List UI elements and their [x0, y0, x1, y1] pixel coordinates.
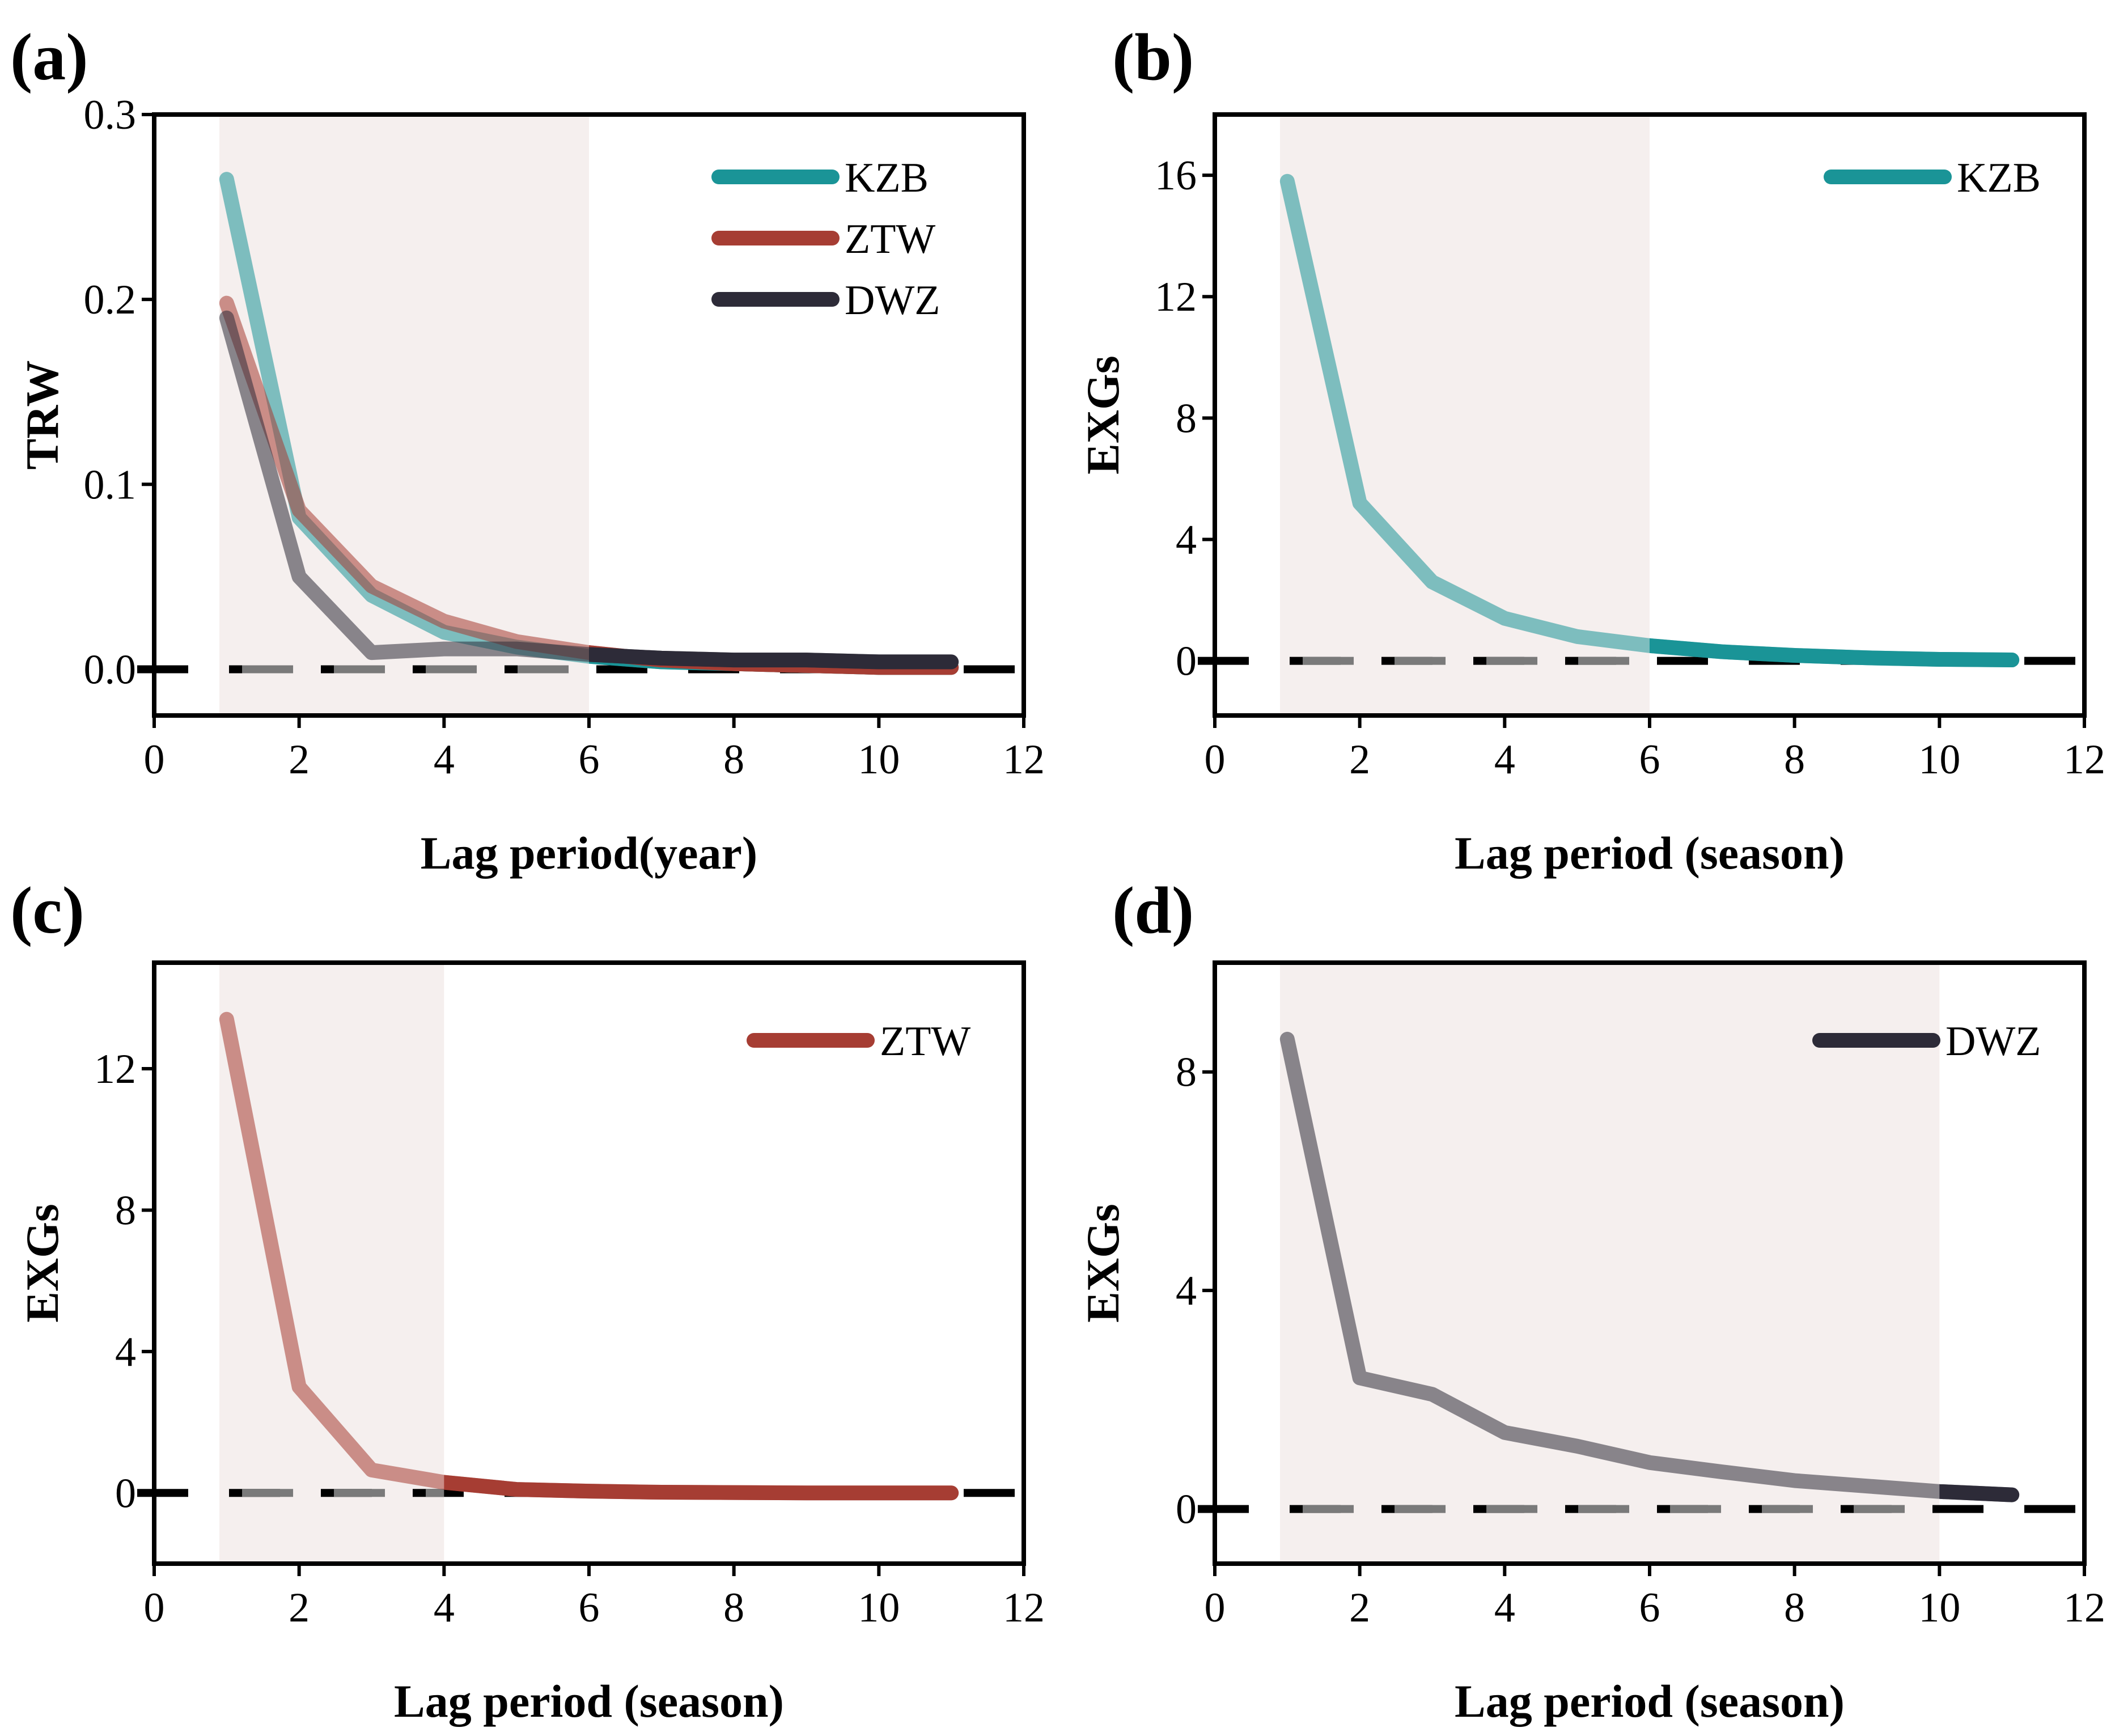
panel-c-ylabel: EXGs [16, 1204, 68, 1323]
x-tick-label: 10 [858, 736, 900, 783]
panel-d-legend: DWZ [1812, 1018, 2041, 1065]
x-tick-label: 4 [434, 736, 455, 783]
y-tick-label: 12 [1155, 274, 1197, 320]
panel-d-xlabel: Lag period (season) [1455, 1675, 1845, 1727]
series-ztw-line-solid [444, 1475, 959, 1501]
x-tick-label: 6 [579, 736, 600, 783]
x-tick-label: 4 [1494, 1585, 1515, 1631]
panel-c-series [219, 1011, 959, 1501]
panel-d-ticks: 0 2 4 6 8 10 12 0 4 8 [1176, 1049, 2105, 1631]
panel-d-ylabel: EXGs [1077, 1204, 1129, 1323]
x-tick-label: 2 [289, 1585, 310, 1631]
x-tick-label: 12 [1003, 736, 1045, 783]
panel-b-frame [1213, 112, 2087, 718]
panel-a-xlabel: Lag period(year) [421, 827, 757, 879]
panel-b-ylabel: EXGs [1077, 355, 1129, 475]
panel-b: (b) 0 2 4 6 8 10 12 0 4 8 12 16 KZB EXGs Lag period… [1077, 20, 2105, 879]
x-tick-label: 4 [434, 1585, 455, 1631]
y-tick-label: 0.0 [84, 646, 137, 693]
panel-d-shade [1280, 965, 1940, 1561]
series-kzb-line-solid [1650, 638, 2020, 668]
series-dwz-line-solid [589, 647, 959, 670]
y-tick-label: 0 [1176, 638, 1197, 685]
panel-c-xlabel: Lag period (season) [394, 1675, 784, 1727]
x-tick-label: 8 [723, 1585, 744, 1631]
legend-label-kzb: KZB [845, 155, 929, 201]
panel-a-ticks: 0 2 4 6 8 10 12 0.0 0.1 0.2 0.3 [84, 92, 1045, 783]
x-tick-label: 4 [1494, 736, 1515, 783]
x-tick-label: 0 [1205, 1585, 1226, 1631]
y-tick-label: 4 [1176, 1268, 1197, 1314]
panel-a-label: (a) [10, 20, 88, 94]
x-tick-label: 2 [1349, 1585, 1370, 1631]
y-tick-label: 12 [94, 1046, 136, 1093]
y-tick-label: 8 [1176, 1049, 1197, 1096]
x-tick-label: 12 [1003, 1585, 1045, 1631]
x-tick-label: 8 [1784, 1585, 1805, 1631]
legend-label-kzb: KZB [1957, 155, 2041, 201]
x-tick-label: 12 [2063, 1585, 2105, 1631]
y-tick-label: 8 [115, 1187, 136, 1234]
panel-b-ticks: 0 2 4 6 8 10 12 0 4 8 12 16 [1155, 153, 2105, 783]
panel-c-shade [219, 965, 444, 1561]
panel-d-series [1279, 1031, 2020, 1502]
series-dwz-line [1279, 1031, 2020, 1502]
y-tick-label: 4 [115, 1329, 136, 1375]
y-tick-label: 0.1 [84, 461, 137, 508]
y-tick-label: 16 [1155, 153, 1197, 199]
x-tick-label: 6 [579, 1585, 600, 1631]
x-tick-label: 10 [1918, 736, 1960, 783]
panel-d-label: (d) [1112, 873, 1194, 947]
panel-d-frame [1213, 960, 2087, 1566]
x-tick-label: 10 [858, 1585, 900, 1631]
x-tick-label: 8 [1784, 736, 1805, 783]
panel-c-legend: ZTW [747, 1018, 970, 1065]
panel-d: (d) 0 2 4 6 8 10 12 0 4 8 DWZ EXGs Lag period (se… [1077, 873, 2105, 1727]
y-tick-label: 0 [115, 1470, 136, 1517]
y-tick-label: 0.2 [84, 277, 137, 323]
panel-b-legend: KZB [1824, 155, 2041, 201]
y-tick-label: 4 [1176, 516, 1197, 563]
y-tick-label: 0 [1176, 1487, 1197, 1533]
y-tick-label: 0.3 [84, 92, 137, 138]
panel-b-xlabel: Lag period (season) [1455, 827, 1845, 879]
x-tick-label: 6 [1639, 1585, 1660, 1631]
panel-c-frame [152, 960, 1026, 1566]
x-tick-label: 2 [1349, 736, 1370, 783]
panel-a-legend: KZB ZTW DWZ [711, 155, 940, 324]
legend-label-ztw: ZTW [845, 216, 935, 262]
x-tick-label: 12 [2063, 736, 2105, 783]
x-tick-label: 10 [1918, 1585, 1960, 1631]
panel-c-label: (c) [10, 873, 84, 947]
x-tick-label: 6 [1639, 736, 1660, 783]
x-tick-label: 0 [144, 1585, 165, 1631]
panel-b-series [1279, 173, 2020, 668]
y-tick-label: 8 [1176, 395, 1197, 442]
legend-label-ztw: ZTW [880, 1018, 970, 1065]
panel-a-series [219, 172, 959, 675]
panel-a-ylabel: TRW [16, 360, 68, 469]
x-tick-label: 0 [144, 736, 165, 783]
legend-label-dwz: DWZ [845, 277, 940, 324]
legend-label-dwz: DWZ [1946, 1018, 2041, 1065]
panel-c: (c) 0 2 4 6 8 10 12 0 4 8 12 ZTW EXGs Lag period (… [10, 873, 1045, 1727]
panel-a-frame [152, 112, 1026, 718]
x-tick-label: 8 [723, 736, 744, 783]
panel-b-label: (b) [1112, 20, 1194, 94]
x-tick-label: 0 [1205, 736, 1226, 783]
x-tick-label: 2 [289, 736, 310, 783]
